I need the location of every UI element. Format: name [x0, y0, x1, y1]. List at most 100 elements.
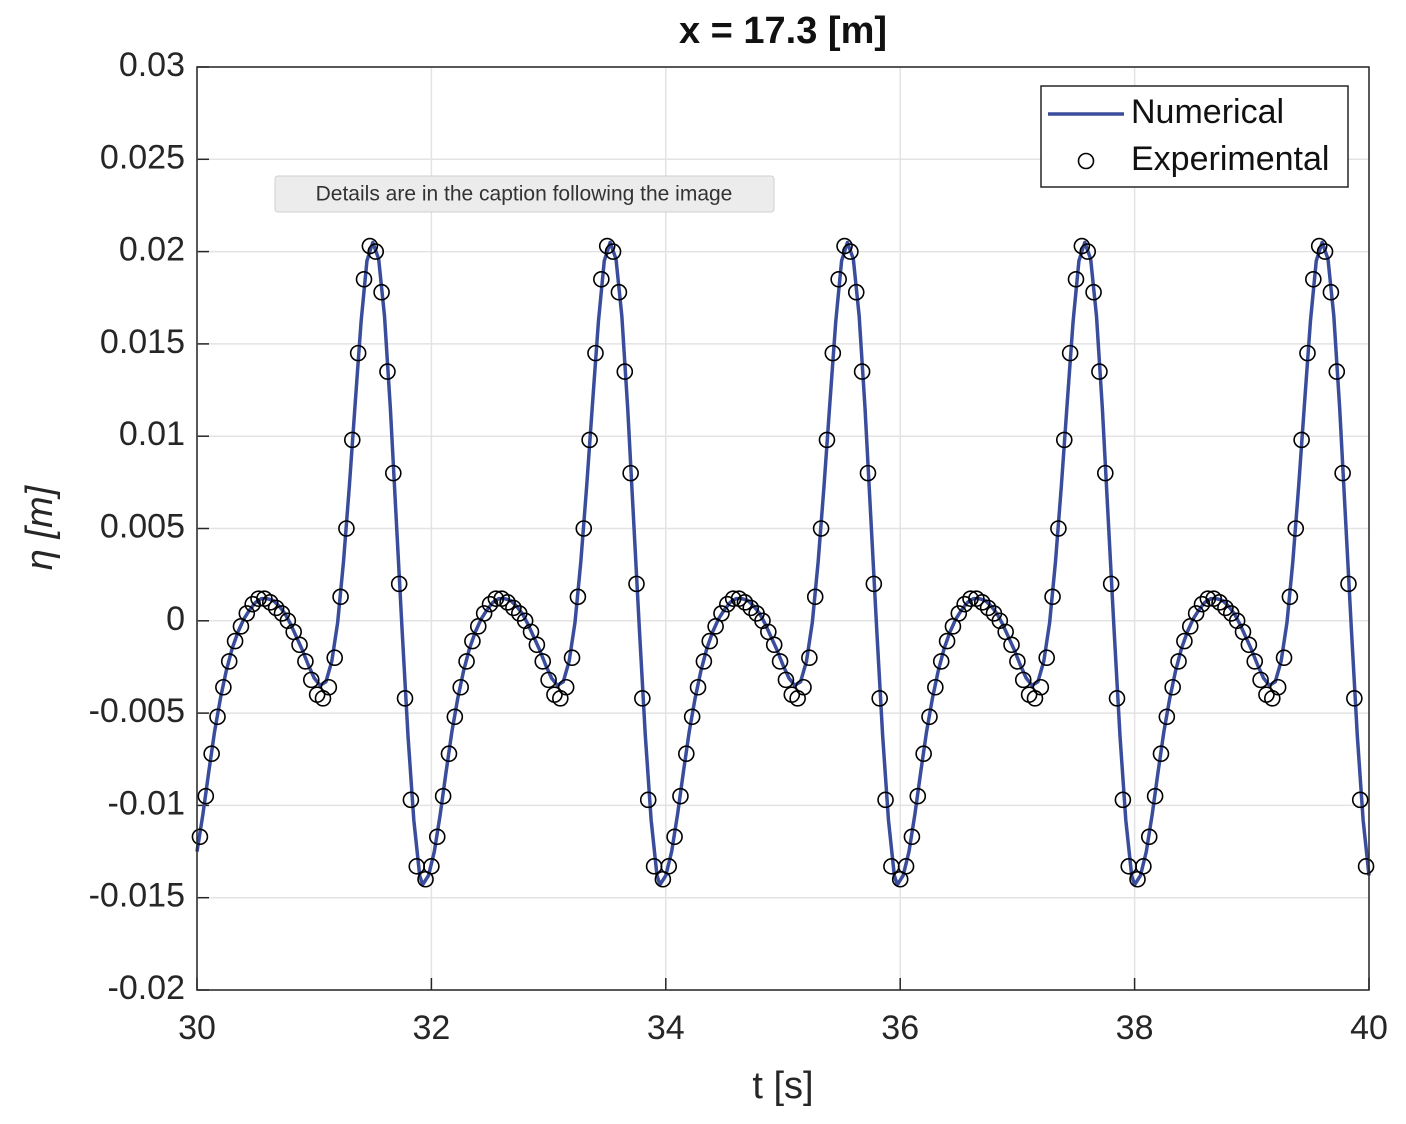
marker	[291, 636, 308, 654]
marker	[434, 787, 452, 805]
marker	[736, 594, 754, 611]
marker	[487, 590, 505, 607]
x-tick-label: 38	[1116, 1009, 1154, 1047]
marker	[909, 787, 927, 805]
marker	[1140, 828, 1158, 846]
marker	[932, 653, 950, 670]
marker	[1305, 270, 1322, 288]
marker	[666, 828, 683, 846]
tooltip: Details are in the caption following the…	[274, 175, 775, 213]
marker	[1158, 708, 1176, 726]
tooltip-box	[274, 175, 775, 213]
marker	[1269, 678, 1287, 696]
marker	[1152, 745, 1170, 763]
y-tick-label: 0.025	[100, 138, 185, 176]
marker	[534, 653, 552, 670]
marker	[428, 828, 446, 846]
marker	[765, 636, 783, 654]
marker	[326, 649, 344, 667]
marker	[777, 671, 795, 689]
marker	[226, 632, 244, 650]
y-tick-label: 0.015	[100, 323, 185, 361]
marker	[771, 653, 789, 670]
legend-label: Experimental	[1131, 140, 1329, 178]
marker	[1275, 649, 1293, 667]
marker	[528, 636, 546, 654]
marker	[1334, 464, 1351, 482]
marker	[795, 678, 812, 696]
marker	[1085, 283, 1102, 301]
marker	[1316, 243, 1334, 260]
marker	[1038, 649, 1055, 667]
marker	[332, 588, 349, 606]
marker	[587, 344, 604, 362]
y-tick-label: 0.005	[100, 507, 185, 545]
marker	[1044, 588, 1061, 606]
marker	[1135, 858, 1152, 875]
marker	[695, 653, 713, 670]
marker	[672, 787, 689, 805]
marker	[836, 237, 853, 255]
marker	[724, 590, 742, 607]
marker	[634, 690, 651, 707]
marker	[1217, 599, 1234, 617]
marker	[220, 653, 238, 670]
marker	[938, 632, 956, 650]
marker	[830, 270, 847, 288]
marker	[267, 599, 285, 617]
legend-marker	[1077, 152, 1095, 170]
marker	[209, 708, 226, 726]
marker	[1091, 363, 1108, 380]
marker	[215, 678, 232, 696]
marker	[616, 363, 634, 380]
marker	[569, 588, 587, 606]
marker	[979, 599, 997, 617]
marker	[452, 678, 470, 696]
marker	[742, 599, 760, 617]
x-tick-label: 30	[178, 1009, 216, 1047]
marker	[191, 828, 209, 846]
marker	[801, 649, 818, 667]
marker	[1252, 671, 1269, 689]
marker	[338, 520, 355, 537]
x-tick-label: 32	[412, 1009, 450, 1047]
marker	[396, 690, 414, 707]
line	[195, 240, 1371, 887]
marker	[1281, 588, 1299, 606]
marker	[575, 520, 593, 537]
marker	[238, 605, 256, 622]
marker	[355, 270, 373, 288]
marker	[660, 858, 678, 875]
marker	[622, 464, 639, 482]
marker	[1009, 653, 1026, 670]
marker	[598, 237, 616, 255]
marker	[678, 745, 695, 763]
marker	[639, 791, 657, 809]
marker	[297, 653, 314, 670]
marker	[1114, 791, 1132, 809]
marker	[1246, 653, 1264, 670]
marker	[464, 632, 481, 650]
marker	[1073, 237, 1091, 255]
marker	[563, 649, 581, 667]
plot-area	[191, 237, 1375, 888]
marker	[458, 653, 475, 670]
marker	[1299, 344, 1316, 362]
marker	[859, 464, 877, 482]
marker	[1351, 791, 1369, 809]
marker	[1164, 678, 1181, 696]
marker	[701, 632, 719, 650]
marker	[1199, 590, 1217, 607]
marker	[320, 678, 338, 696]
marker	[950, 605, 968, 622]
marker	[1293, 431, 1310, 449]
marker	[423, 858, 440, 875]
marker	[683, 708, 701, 726]
marker	[610, 283, 628, 301]
marker	[1287, 520, 1305, 537]
marker	[361, 237, 379, 255]
y-axis-label: η [m]	[19, 484, 61, 570]
marker	[446, 708, 464, 726]
marker	[842, 243, 859, 260]
